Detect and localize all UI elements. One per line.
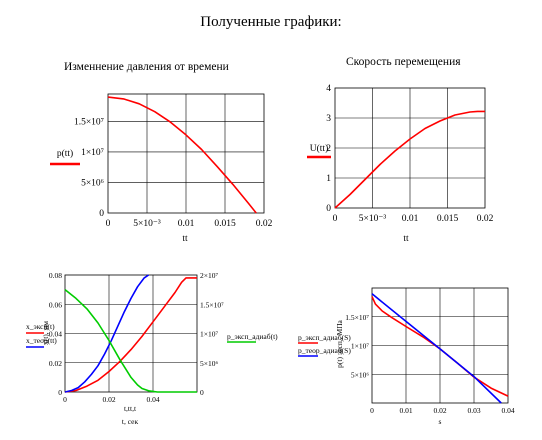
x-axis-label: tt [403, 234, 409, 244]
y-tick-label: 1×10⁷ [81, 148, 104, 158]
series-line-1 [371, 293, 502, 404]
x-tick-label: 0.02 [433, 406, 446, 415]
y-tick-label: 3 [326, 114, 331, 124]
x-axis-label-secondary: t,tt,t [124, 404, 137, 413]
y-tick-label: 0.08 [49, 271, 62, 280]
series-line-2 [64, 288, 197, 393]
series-line-0 [371, 296, 509, 397]
y-tick-label: 1×10⁷ [351, 342, 369, 351]
y-tick-label: 5×10⁶ [81, 178, 104, 188]
y-tick-label: 4 [326, 84, 331, 94]
x-tick-label: 0.01 [402, 214, 419, 224]
y-tick-label: 0 [58, 388, 62, 397]
y2-tick-label: 1.5×10⁷ [200, 300, 224, 309]
legend-label: x_эксп(t) [26, 322, 55, 331]
legend-label: p_теор_адиаб(S) [298, 346, 351, 355]
y-axis-label: U(tt) [310, 143, 328, 154]
y-axis-label: x(t), мм [41, 321, 50, 345]
x-tick-label: 5×10⁻³ [133, 219, 161, 229]
x-tick-label: 0.03 [467, 406, 480, 415]
y-tick-label: 1 [326, 174, 331, 184]
x-tick-label: 0.02 [102, 395, 115, 404]
x-axis-label: s [439, 417, 442, 426]
y-tick-label: 0 [326, 204, 331, 214]
y-tick-label: 0.06 [49, 300, 62, 309]
chart-velocity: 0 5×10⁻³ 0.01 0.015 0.02 0 1 2 3 4 tt [326, 84, 493, 244]
series-line-0 [107, 96, 257, 214]
x-axis-label: tt [182, 234, 188, 244]
y-tick-label: 0.02 [49, 359, 62, 368]
y2-tick-label: 5×10⁶ [200, 359, 218, 368]
legend-label: x_теор(tt) [26, 336, 57, 345]
series-line-1 [64, 274, 150, 393]
y-tick-label: 1.5×10⁷ [74, 117, 104, 127]
legend-label: p_эксп_адиаб(S) [298, 333, 351, 342]
y2-tick-label: 0 [200, 388, 204, 397]
series-line-0 [64, 277, 197, 393]
y-tick-label: 2 [326, 144, 331, 154]
chart-2-title: Скорость перемещения [346, 56, 461, 68]
chart-pressure-vs-distance: 0 0.01 0.02 0.03 0.04 5×10⁶ 1×10⁷ 1.5×10⁷ s [345, 287, 515, 426]
y-axis-label: p(t) эксп., МПа [335, 319, 344, 367]
y-tick-label: 5×10⁶ [351, 370, 369, 379]
x-tick-label: 0.015 [214, 219, 236, 229]
x-axis-label: t, сек [122, 417, 139, 426]
y2-tick-label: 1×10⁷ [200, 330, 218, 339]
y-tick-label: 0 [99, 209, 104, 219]
y-tick-label: 1.5×10⁷ [345, 313, 369, 322]
series-line-0 [334, 110, 485, 209]
x-tick-label: 0.02 [477, 214, 494, 224]
chart-1-title: Изменнение давления от времени [64, 61, 229, 73]
x-tick-label: 0 [333, 214, 338, 224]
chart-displacement: 0 0.02 0.04 0 0.02 0.04 0.06 0.08 0 5×10⁶ 1×10⁷ 1.5… [49, 271, 224, 426]
page-title: Полученные графики: [200, 14, 342, 30]
x-tick-label: 0 [106, 219, 111, 229]
x-tick-label: 0.04 [501, 406, 514, 415]
x-tick-label: 0.015 [437, 214, 459, 224]
legend-label: p_эксп_адиаб(t) [227, 332, 278, 341]
x-tick-label: 0.01 [178, 219, 195, 229]
x-tick-label: 0 [370, 406, 374, 415]
chart-pressure: 0 5×10⁻³ 0.01 0.015 0.02 0 5×10⁶ 1×10⁷ 1.5×10⁷ tt [74, 93, 273, 244]
x-tick-label: 0.01 [399, 406, 412, 415]
y2-tick-label: 2×10⁷ [200, 271, 218, 280]
x-tick-label: 0.02 [256, 219, 273, 229]
x-tick-label: 0.04 [146, 395, 159, 404]
y-tick-label: 0.04 [49, 330, 62, 339]
x-tick-label: 5×10⁻³ [359, 214, 387, 224]
x-tick-label: 0 [63, 395, 67, 404]
y-axis-label: p(tt) [57, 148, 73, 159]
